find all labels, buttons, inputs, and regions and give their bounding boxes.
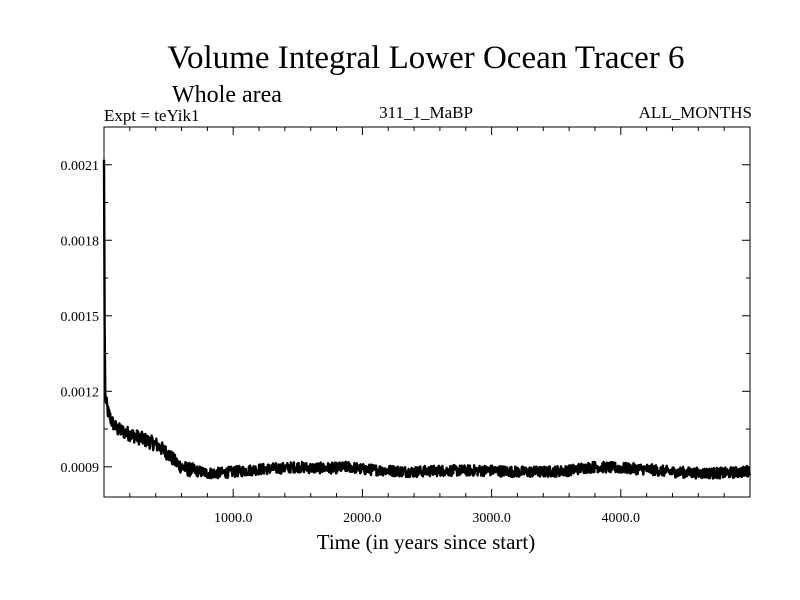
axis-ticks (104, 126, 750, 497)
months-label: ALL_MONTHS (638, 103, 752, 122)
chart-subtitle: Whole area (172, 82, 282, 108)
series-line (102, 159, 751, 480)
x-tick-label: 2000.0 (343, 511, 382, 526)
x-tick-label: 1000.0 (214, 511, 253, 526)
chart-title: Volume Integral Lower Ocean Tracer 6 (167, 40, 685, 76)
x-tick-label: 3000.0 (472, 511, 511, 526)
y-tick-label: 0.0015 (61, 310, 100, 325)
run-label: 311_1_MaBP (379, 103, 473, 122)
y-tick-label: 0.0009 (61, 461, 100, 476)
y-tick-label: 0.0021 (61, 159, 100, 174)
plot-frame (103, 126, 751, 498)
y-tick-label: 0.0012 (61, 385, 100, 400)
experiment-label: Expt = teYik1 (104, 106, 200, 125)
y-tick-label: 0.0018 (61, 234, 100, 249)
x-axis-label: Time (in years since start) (316, 530, 536, 554)
tick-labels: 0.0009 0.0012 0.0015 0.0018 0.0021 1000.0 2000… (61, 159, 641, 526)
x-tick-label: 4000.0 (602, 511, 641, 526)
